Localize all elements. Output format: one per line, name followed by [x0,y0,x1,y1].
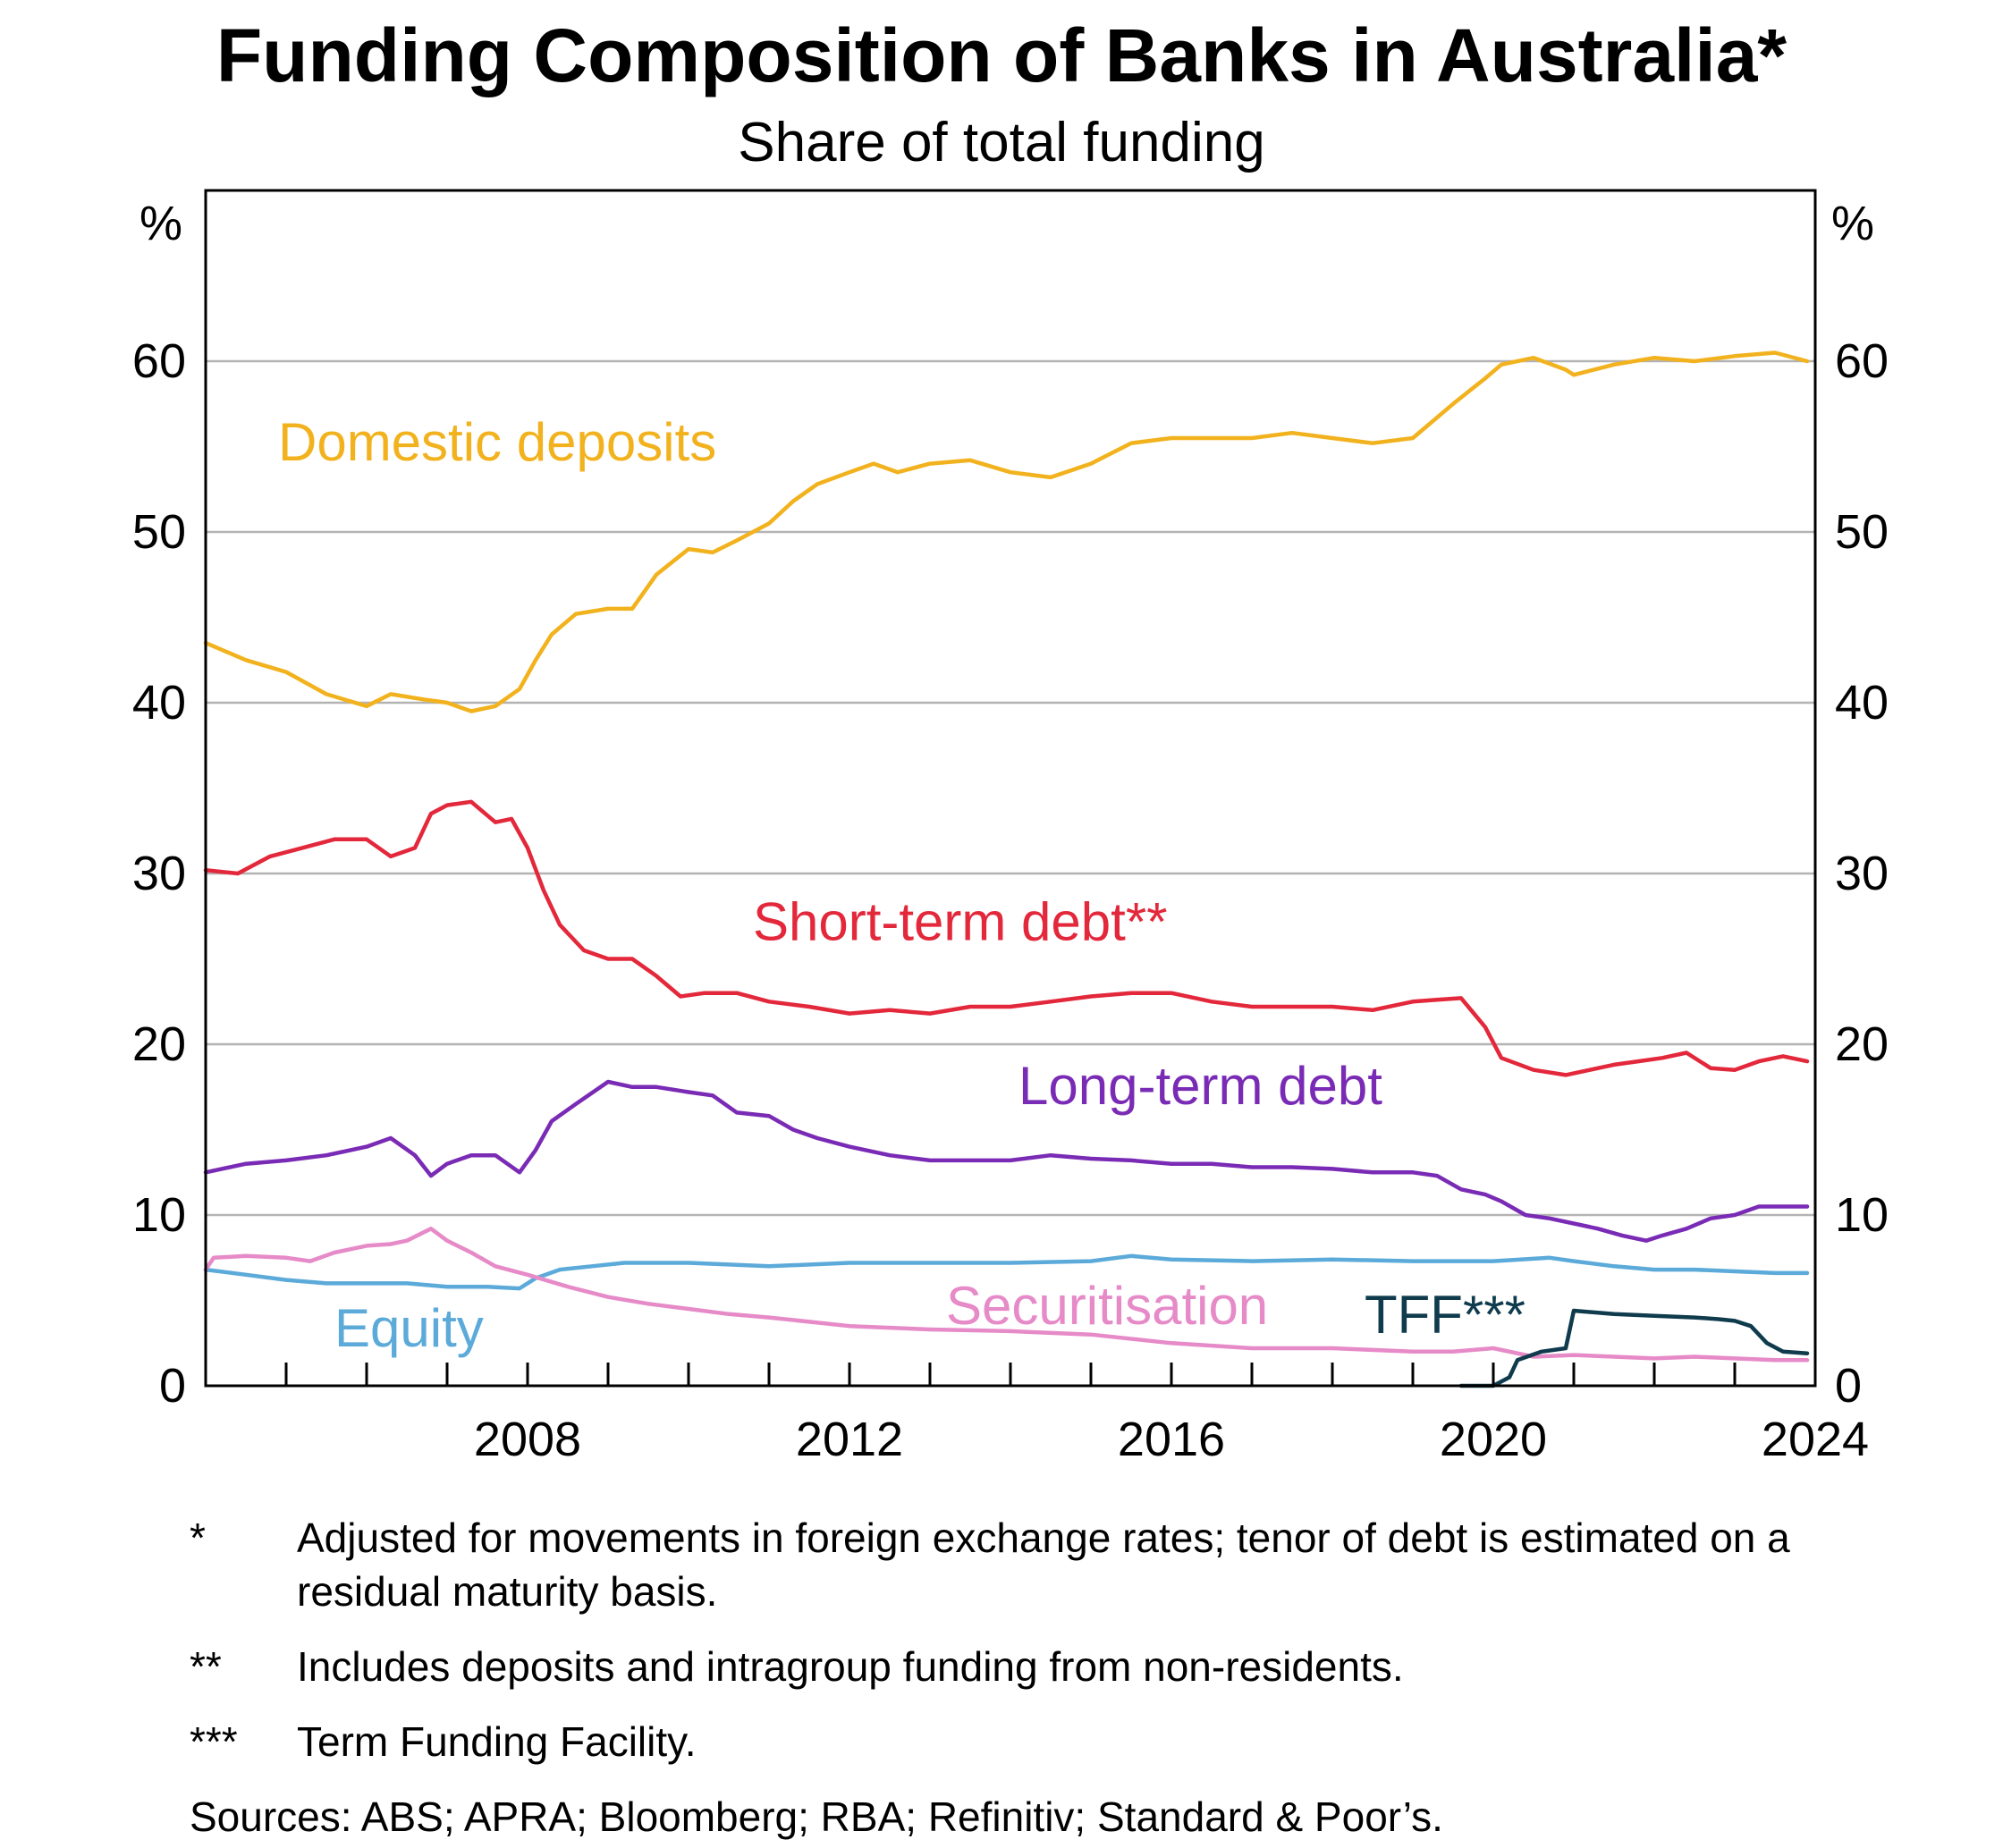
footnote-2-text: Includes deposits and intragroup funding… [297,1643,1404,1690]
annotation-tff: TFF*** [1365,1285,1525,1345]
series-line-long-term-debt [203,1079,1810,1243]
series-line-short-term-debt [203,799,1810,1077]
y-tick-label-left-20: 20 [132,1017,186,1071]
footnote-3-text: Term Funding Facility. [297,1718,697,1765]
series-line-securitisation [203,1227,1810,1363]
x-tick-label-2012: 2012 [796,1413,903,1466]
annotation-securitisation: Securitisation [946,1276,1268,1336]
x-tick-label-2016: 2016 [1118,1413,1225,1466]
y-tick-label-left-30: 30 [132,847,186,900]
footnote-2-mark: ** [190,1643,222,1690]
series-lines [203,350,1810,1388]
footnote-1-text: Adjusted for movements in foreign exchan… [297,1515,1790,1615]
series-annotations: Domestic deposits Short-term debt** Long-t… [278,412,1525,1358]
plot-frame [204,189,1817,1388]
y-axis-unit-right: % [1831,197,1874,250]
annotation-short-term-debt: Short-term debt** [753,891,1168,951]
footnote-3: *** Term Funding Facility. [190,1715,1933,1768]
chart-title: Funding Composition of Banks in Australi… [216,13,1787,97]
y-tick-label-right-30: 30 [1835,847,1889,900]
y-tick-label-left-50: 50 [132,505,186,559]
series-line-domestic-deposits [203,350,1810,713]
series-line-tff [1458,1308,1810,1388]
footnote-1-mark: * [190,1515,206,1561]
series-line-equity [203,1253,1810,1291]
footnote-2: ** Includes deposits and intragroup fund… [190,1640,1933,1693]
footnote-1: * Adjusted for movements in foreign exch… [190,1511,1933,1618]
x-tick-label-2020: 2020 [1440,1413,1547,1466]
y-tick-label-right-20: 20 [1835,1017,1889,1071]
y-tick-label-right-50: 50 [1835,505,1889,559]
x-tick-label-2024: 2024 [1762,1413,1869,1466]
y-tick-label-right-60: 60 [1835,334,1889,388]
y-axis-unit-left: % [139,197,182,250]
footnote-3-mark: *** [190,1718,238,1765]
y-tick-label-left-60: 60 [132,334,186,388]
footnotes: * Adjusted for movements in foreign exch… [190,1511,1933,1844]
y-tick-label-left-10: 10 [132,1188,186,1242]
chart-subtitle: Share of total funding [738,112,1265,173]
annotation-long-term-debt: Long-term debt [1018,1056,1382,1116]
axis-ticks [284,1363,1737,1386]
gridlines [206,359,1815,1217]
annotation-equity: Equity [334,1298,484,1358]
y-tick-label-right-40: 40 [1835,676,1889,730]
y-tick-label-left-40: 40 [132,676,186,730]
y-tick-label-right-0: 0 [1835,1359,1862,1413]
sources: Sources: ABS; APRA; Bloomberg; RBA; Refi… [190,1793,1443,1840]
y-tick-label-left-0: 0 [159,1359,186,1413]
annotation-domestic-deposits: Domestic deposits [278,412,716,472]
x-tick-label-2008: 2008 [474,1413,581,1466]
y-tick-label-right-10: 10 [1835,1188,1889,1242]
